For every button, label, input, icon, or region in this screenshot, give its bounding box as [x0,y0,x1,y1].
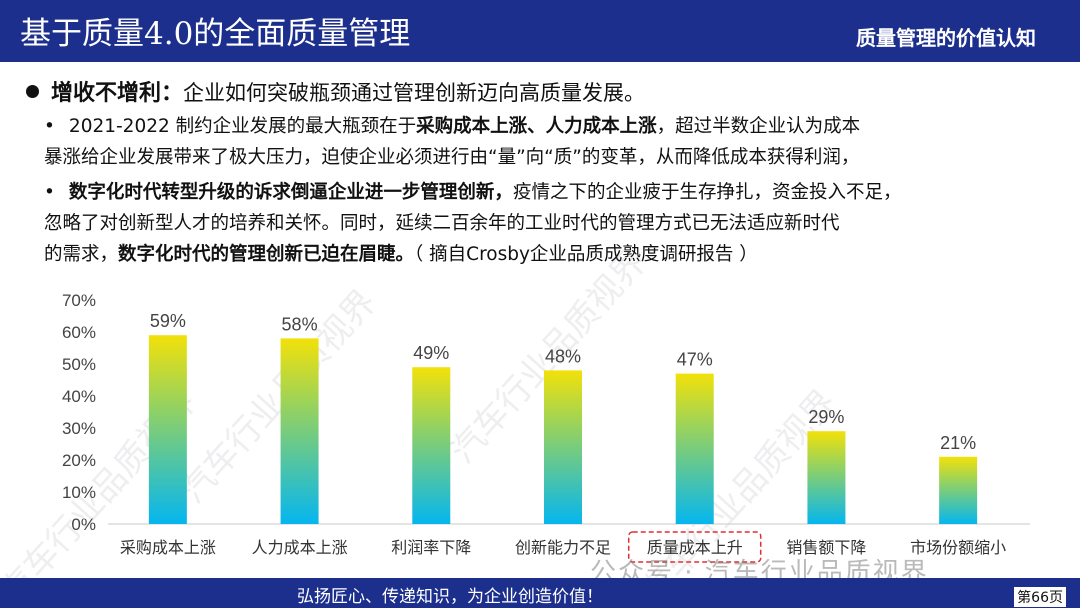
point1-line1: • 2021-2022 制约企业发展的最大瓶颈在于采购成本上涨、人力成本上涨，超过… [44,111,860,142]
category-label: 市场份额缩小 [910,538,1006,557]
header-bar: 基于质量4.0的全面质量管理 质量管理的价值认知 [0,0,1080,62]
bar-value-label: 58% [282,314,318,334]
point2-line3-bold: 数字化时代的管理创新已迫在眉睫。 [118,244,415,265]
footer-bar: 弘扬匠心、传递知识，为企业创造价值！ [0,578,1080,608]
category-label: 人力成本上涨 [252,538,348,557]
bar-value-label: 59% [150,311,186,331]
point2-line3: 的需求，数字化时代的管理创新已迫在眉睫。（ 摘自Crosby企业品质成熟度调研报… [44,239,758,270]
bar [412,367,451,524]
intro-line: 增收不增利：企业如何突破瓶颈通过管理创新迈向高质量发展。 [26,75,645,107]
point1-bold: 采购成本上涨、人力成本上涨 [416,116,657,137]
point1-post: ，超过半数企业认为成本 [656,116,861,137]
intro-heading: 增收不增利： [51,81,184,106]
point1-pre: 2021-2022 制约企业发展的最大瓶颈在于 [68,116,417,137]
section-title: 质量管理的价值认知 [856,26,1036,50]
page-number: 第66页 [1014,587,1066,607]
point2-line3-pre: 的需求， [44,244,119,265]
y-tick-label: 20% [62,451,96,470]
point2-bold: 数字化时代转型升级的诉求倒逼企业进一步管理创新， [68,182,513,203]
bar-value-label: 29% [808,407,844,427]
point2-line3-post: （ 摘自Crosby企业品质成熟度调研报告 ） [414,244,758,265]
y-tick-label: 40% [62,387,96,406]
highlight-box [627,531,762,563]
bar [148,335,187,524]
y-tick-label: 30% [62,419,96,438]
bar-value-label: 48% [545,346,581,366]
category-label: 利润率下降 [391,538,471,557]
bar-chart-svg: 0% 10% 20% 30% 40% 50% 60% 70% 59% 采购成本上涨 58% 人力成本… [62,291,1030,563]
category-label: 销售额下降 [786,538,866,557]
intro-text: 企业如何突破瓶颈通过管理创新迈向高质量发展。 [183,81,646,105]
bar-value-label: 47% [677,350,713,370]
bar [939,456,978,524]
bullet-icon: • [44,182,55,203]
bar-chart: 0% 10% 20% 30% 40% 50% 60% 70% 59% 采购成本上涨 58% 人力成本… [0,280,1080,580]
bar [807,431,846,524]
y-tick-label: 50% [62,355,96,374]
y-tick-label: 0% [71,515,96,534]
point2-line1: • 数字化时代转型升级的诉求倒逼企业进一步管理创新，疫情之下的企业疲于生存挣扎，资… [44,177,901,208]
footer-slogan: 弘扬匠心、传递知识，为企业创造价值！ [297,587,603,607]
category-label: 采购成本上涨 [120,538,216,557]
y-tick-label: 70% [62,291,96,310]
bar-value-label: 21% [940,433,976,453]
point1-line2: 暴涨给企业发展带来了极大压力，迫使企业必须进行由“量”向“质”的变革，从而降低成… [44,147,860,168]
bar [675,373,714,524]
bar [544,370,582,524]
category-label: 质量成本上升 [647,538,743,557]
point2-post: 疫情之下的企业疲于生存挣扎，资金投入不足， [512,182,902,203]
bar [280,338,319,524]
page-title: 基于质量4.0的全面质量管理 [20,16,411,52]
bar-value-label: 49% [413,343,449,363]
y-tick-label: 60% [62,323,96,342]
bullet-dot-icon [26,85,39,98]
point2-line2: 忽略了对创新型人才的培养和关怀。同时，延续二百余年的工业时代的管理方式已无法适应… [44,213,840,234]
y-tick-label: 10% [62,483,96,502]
bullet-icon: • [44,116,55,137]
category-label: 创新能力不足 [515,538,611,557]
